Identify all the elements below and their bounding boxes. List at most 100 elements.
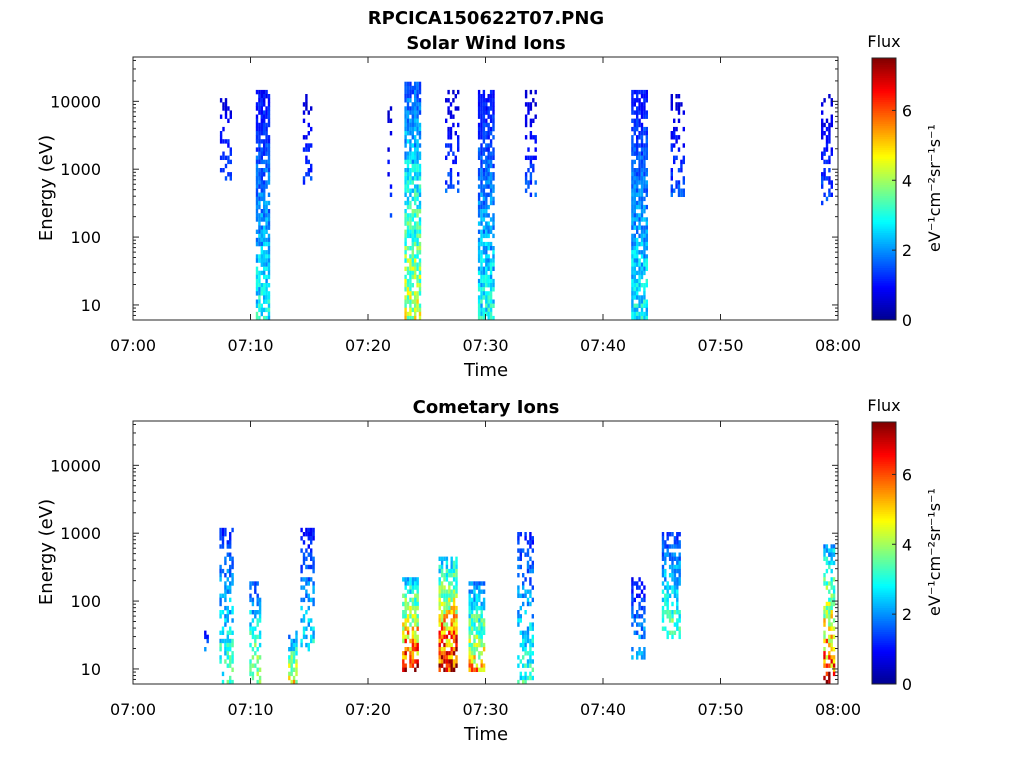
colorbar-step [872,467,896,471]
heatmap-cell [263,126,266,132]
heatmap-cell [418,283,422,288]
heatmap-cell [288,663,291,668]
heatmap-cell [255,126,259,132]
heatmap-cell [256,634,259,640]
heatmap-cell [445,651,449,656]
heatmap-cell [312,532,315,537]
heatmap-cell [633,196,636,202]
heatmap-cell [480,110,483,115]
heatmap-cell [645,204,648,210]
heatmap-cell [418,278,422,284]
colorbar-step [872,151,896,155]
heatmap-cell [260,246,263,251]
heatmap-cell [489,274,493,280]
heatmap-cell [443,601,446,607]
colorbar-step [872,274,896,277]
heatmap-cell [224,605,227,611]
heatmap-cell [636,94,639,99]
heatmap-cell [404,159,407,165]
heatmap-cell [828,139,831,144]
heatmap-cell [636,200,639,206]
heatmap-cell [292,647,296,652]
y-tick-label: 1000 [60,160,101,179]
heatmap-cell [830,642,833,648]
heatmap-cell [821,200,824,206]
heatmap-cell [480,213,483,218]
heatmap-cell [224,618,227,623]
heatmap-cell [231,659,234,664]
heatmap-cell [526,638,530,644]
heatmap-cell [673,131,676,136]
heatmap-cell [267,315,271,321]
heatmap-cell [482,184,486,189]
heatmap-cell [300,618,303,623]
heatmap-cell [524,634,527,640]
heatmap-cell [455,614,458,619]
heatmap-cell [406,110,410,115]
heatmap-cell [485,98,488,103]
heatmap-cell [406,94,410,99]
heatmap-cell [531,659,534,664]
heatmap-cell [631,118,634,124]
heatmap-cell [229,114,232,119]
colorbar-step [872,553,896,556]
heatmap-cell [631,110,634,115]
heatmap-cell [260,225,263,230]
heatmap-cell [305,102,308,107]
heatmap-cell [414,81,417,87]
heatmap-cell [416,94,419,99]
heatmap-cell [418,311,422,317]
heatmap-cell [531,614,534,619]
heatmap-cell [643,266,646,272]
heatmap-cell [673,540,677,545]
heatmap-cell [265,139,268,144]
heatmap-cell [470,589,474,594]
heatmap-cell [256,667,259,673]
heatmap-cell [229,556,232,562]
heatmap-cell [524,647,527,652]
colorbar-step [872,289,896,293]
heatmap-cell [519,548,522,553]
heatmap-cell [640,614,644,619]
heatmap-cell [636,204,639,210]
heatmap-cell [485,168,488,173]
heatmap-cell [258,307,261,313]
heatmap-cell [219,601,222,607]
heatmap-cell [678,544,681,549]
colorbar-step [872,77,896,81]
heatmap-cell [638,651,641,656]
heatmap-cell [645,311,648,317]
heatmap-cell [222,168,225,173]
heatmap-cell [406,151,410,156]
colorbar-step [872,154,896,157]
heatmap-cell [468,597,471,603]
heatmap-cell [517,564,520,570]
colorbar-step [872,280,896,284]
heatmap-cell [633,122,636,128]
heatmap-cell [448,610,451,615]
heatmap-cell [307,605,310,611]
colorbar-step [872,594,896,598]
heatmap-cell [477,237,481,243]
heatmap-cell [489,89,493,95]
heatmap-cell [676,585,679,590]
heatmap-cell [638,593,641,599]
heatmap-cell [638,241,641,247]
heatmap-cell [438,647,441,652]
heatmap-cell [267,233,271,239]
heatmap-cell [411,618,415,623]
heatmap-cell [418,209,422,214]
heatmap-cell [295,659,298,664]
colorbar-step [872,456,896,460]
heatmap-cell [825,135,829,140]
heatmap-cell [455,618,458,623]
heatmap-cell [636,184,639,189]
heatmap-cell [256,659,259,664]
colorbar-step [872,237,896,240]
heatmap-cell [673,556,677,562]
heatmap-cell [489,126,493,132]
heatmap-cell [409,110,412,115]
heatmap-cell [258,601,262,607]
colorbar-step [872,311,896,314]
heatmap-cell [482,274,486,280]
